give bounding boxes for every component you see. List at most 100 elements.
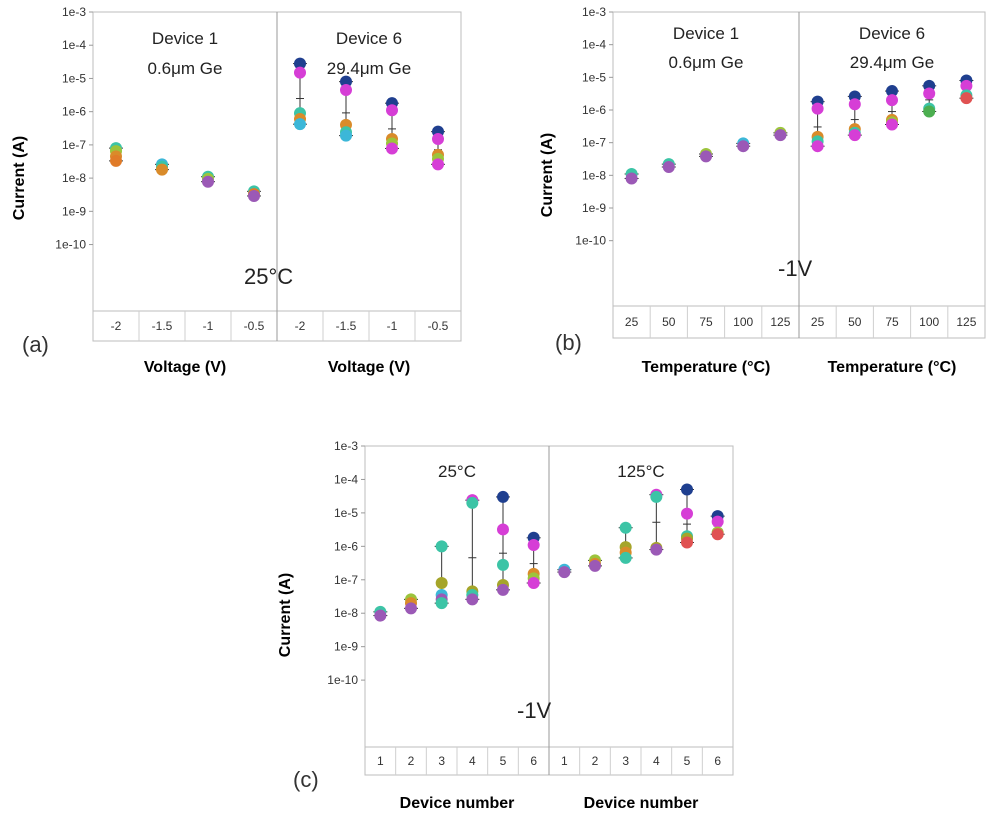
data-point <box>774 129 787 142</box>
y-tick-label: 1e-6 <box>582 103 606 117</box>
y-tick-label: 1e-5 <box>582 70 606 84</box>
y-tick-label: 1e-5 <box>62 71 86 85</box>
data-point <box>848 98 861 111</box>
y-tick-label: 1e-8 <box>334 606 358 620</box>
data-point <box>527 577 540 590</box>
y-tick-label: 1e-6 <box>62 105 86 119</box>
data-point <box>589 559 601 572</box>
data-point <box>340 83 352 96</box>
x-tick-label: 1 <box>377 754 384 768</box>
data-point <box>435 597 448 610</box>
data-point <box>435 577 448 590</box>
data-point <box>811 140 824 153</box>
data-point <box>558 566 571 579</box>
data-point <box>886 118 898 131</box>
x-tick-label: 125 <box>770 315 790 329</box>
data-point <box>466 593 479 606</box>
data-point <box>662 160 675 173</box>
data-point <box>435 540 448 553</box>
condition-label: 25°C <box>244 264 293 289</box>
chart-panel-3: 1e-3 1e-4 1e-5 1e-6 1e-7 1e-8 1e-9 1e-10 Current… <box>277 439 734 812</box>
group-title: 125°C <box>617 462 664 481</box>
x-tick-label: 100 <box>733 315 753 329</box>
panel-label: (b) <box>555 330 582 355</box>
x-tick-label: 125 <box>956 315 976 329</box>
data-point <box>156 163 168 176</box>
x-tick-label: 75 <box>699 315 713 329</box>
group-title: Device 6 <box>859 24 925 43</box>
y-tick-label: 1e-9 <box>62 204 86 218</box>
y-tick-label: 1e-7 <box>334 573 358 587</box>
panel-label: (a) <box>22 332 49 357</box>
x-tick-label: 5 <box>684 754 691 768</box>
x-tick-label: -1 <box>203 319 214 333</box>
data-point <box>923 87 936 100</box>
x-tick-label: -0.5 <box>428 319 449 333</box>
x-tick-label: 4 <box>653 754 660 768</box>
y-tick-label: 1e-9 <box>334 640 358 654</box>
group-title: 0.6μm Ge <box>148 59 223 78</box>
group-title: 25°C <box>438 462 476 481</box>
y-tick-label: 1e-3 <box>582 5 606 19</box>
y-tick-label: 1e-3 <box>334 439 358 453</box>
data-point <box>650 490 663 503</box>
x-tick-label: 6 <box>714 754 721 768</box>
x-tick-label: 50 <box>662 315 676 329</box>
data-point <box>294 118 306 131</box>
condition-label: -1V <box>778 256 813 281</box>
x-axis-title: Voltage (V) <box>144 359 226 376</box>
data-point <box>619 521 632 534</box>
y-tick-label: 1e-7 <box>62 138 86 152</box>
data-point <box>700 150 712 163</box>
y-tick-label: 1e-4 <box>62 38 86 52</box>
data-point <box>497 523 509 536</box>
x-axis-title: Device number <box>400 795 515 812</box>
y-tick-label: 1e-5 <box>334 506 358 520</box>
x-tick-label: 2 <box>408 754 415 768</box>
data-point <box>960 79 973 92</box>
group-title: Device 1 <box>152 29 218 48</box>
data-point <box>374 609 387 622</box>
data-point <box>294 57 306 70</box>
x-tick-label: -1 <box>387 319 398 333</box>
data-point <box>711 528 724 541</box>
data-point <box>497 583 509 596</box>
y-tick-label: 1e-10 <box>575 234 606 248</box>
data-point <box>340 129 352 142</box>
data-point <box>202 175 214 188</box>
y-axis-title: Current (A) <box>539 133 556 217</box>
y-tick-label: 1e-6 <box>334 539 358 553</box>
data-point <box>466 496 479 509</box>
group-title: 29.4μm Ge <box>327 59 411 78</box>
x-tick-label: 100 <box>919 315 939 329</box>
x-tick-label: -1.5 <box>336 319 357 333</box>
group-title: Device 1 <box>673 24 739 43</box>
data-point <box>811 102 824 115</box>
data-point <box>432 133 444 146</box>
data-point <box>737 140 750 153</box>
x-tick-label: -2 <box>295 319 306 333</box>
x-tick-label: 3 <box>622 754 629 768</box>
y-tick-label: 1e-3 <box>62 5 86 19</box>
x-tick-label: -2 <box>111 319 122 333</box>
x-tick-label: 4 <box>469 754 476 768</box>
x-axis-title: Voltage (V) <box>328 359 410 376</box>
y-tick-label: 1e-4 <box>582 38 606 52</box>
data-point <box>619 551 632 564</box>
data-point <box>527 538 540 551</box>
data-point <box>625 172 638 185</box>
data-point <box>886 94 898 107</box>
condition-label: -1V <box>517 698 552 723</box>
y-axis-title: Current (A) <box>277 573 294 657</box>
y-axis-title: Current (A) <box>11 136 28 220</box>
x-tick-label: 75 <box>885 315 899 329</box>
y-tick-label: 1e-9 <box>582 201 606 215</box>
data-point <box>248 189 260 202</box>
x-tick-label: 25 <box>811 315 825 329</box>
data-point <box>711 515 724 528</box>
chart-panel-2: 1e-3 1e-4 1e-5 1e-6 1e-7 1e-8 1e-9 1e-10 Current… <box>539 5 986 376</box>
data-point <box>340 75 352 88</box>
x-tick-label: 6 <box>530 754 537 768</box>
data-point <box>886 85 898 98</box>
